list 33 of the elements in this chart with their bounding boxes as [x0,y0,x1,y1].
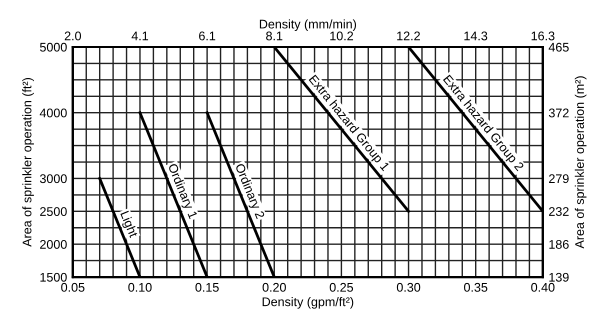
x-tick-label: 0.30 [396,282,420,292]
y2-tick-label: 465 [548,42,569,52]
y2-tick-label: 232 [549,207,569,216]
x2-tick-label: 8.1 [266,32,282,40]
text: Light [118,210,139,240]
x2-tick-label: 10.2 [330,32,354,40]
x-tick-label: 0.15 [195,282,219,292]
y-tick-label: 4000 [40,108,67,118]
x-tick-label: 0.40 [531,282,555,292]
y2-tick-label: 372 [548,108,569,118]
y-tick-label: 5000 [40,42,67,52]
x2-tick-label: 16.3 [532,32,554,40]
x2-tick-label: 6.1 [199,32,216,40]
x-tick-label: 0.05 [61,282,84,292]
y-tick-label: 3000 [40,174,67,184]
x2-axis-title: Density (mm/min) [260,19,356,31]
x2-tick-label: 14.3 [464,32,488,40]
x-tick-label: 0.25 [330,282,354,292]
x-tick-label: 0.10 [128,282,152,292]
x2-tick-label: 12.2 [397,32,420,40]
y-tick-label: 2000 [40,240,67,249]
y-tick-label: 1500 [40,272,67,282]
y2-tick-label: 186 [549,240,569,249]
x-tick-label: 0.35 [464,282,488,292]
y-axis-title: Area of sprinkler operation (ft²) [22,78,34,247]
x-tick-label: 0.20 [262,282,286,292]
y2-tick-label: 279 [549,174,569,184]
y2-tick-label: 139 [549,272,569,282]
y2-axis-title: Area of sprinkler operation (m²) [574,76,586,248]
x2-tick-label: 2.0 [64,32,82,40]
y-tick-label: 2500 [40,207,67,216]
x2-tick-label: 4.1 [132,32,148,40]
x-axis-title: Density (gpm/ft²) [262,297,354,309]
